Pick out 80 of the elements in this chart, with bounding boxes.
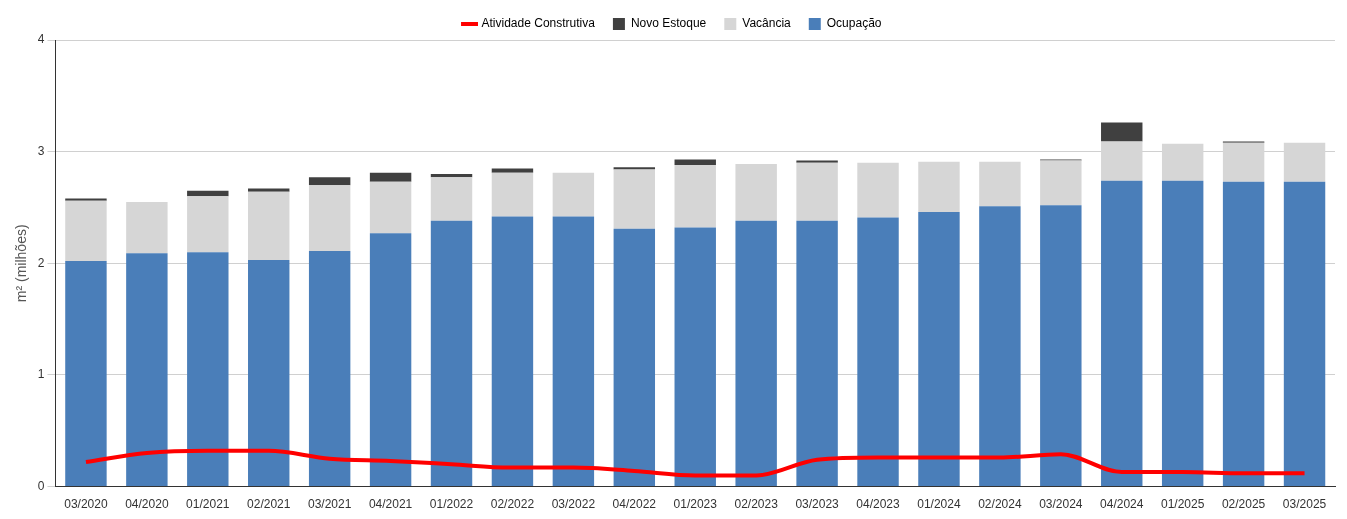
bar [796, 160, 838, 163]
bar [674, 159, 716, 166]
bar [674, 165, 716, 228]
y-tick-label: 1 [37, 367, 45, 382]
bar [1161, 180, 1204, 487]
bar [430, 177, 473, 221]
x-tick-label: 01/2025 [1160, 497, 1205, 512]
bar [1101, 180, 1143, 487]
bar [796, 162, 838, 221]
x-tick-label: 03/2024 [1039, 497, 1083, 512]
bar [308, 251, 351, 487]
x-tick-label: 03/2025 [1282, 497, 1327, 512]
bar [735, 163, 777, 221]
legend-label: Atividade Construtiva [481, 16, 596, 31]
x-tick-label: 04/2020 [125, 497, 169, 512]
y-tick-label: 4 [37, 32, 45, 47]
y-axis-title: m² (milhões) [13, 224, 30, 303]
bar [674, 227, 716, 487]
bar [369, 233, 412, 487]
bar [187, 196, 229, 253]
bar [1040, 160, 1082, 206]
bar [369, 172, 412, 182]
x-tick-label: 01/2022 [429, 497, 474, 512]
bar [613, 167, 656, 170]
bar [248, 259, 290, 487]
bar [918, 211, 960, 487]
x-tick-label: 01/2021 [186, 497, 230, 512]
bar [65, 261, 107, 487]
y-tick-label: 0 [37, 478, 45, 493]
bar [1101, 122, 1143, 142]
bar [491, 172, 534, 217]
bar [613, 228, 656, 487]
bar [308, 185, 351, 252]
bar [126, 253, 168, 487]
bar [613, 169, 656, 229]
x-tick-label: 02/2022 [490, 497, 535, 512]
bar [491, 168, 534, 173]
bar [248, 191, 290, 260]
bar [65, 198, 107, 201]
bar [65, 200, 107, 262]
bar [1283, 181, 1326, 487]
legend-label: Vacância [742, 16, 792, 31]
x-tick-label: 03/2023 [795, 497, 840, 512]
y-tick-label: 2 [37, 255, 45, 270]
bar [248, 188, 290, 192]
bar [857, 162, 899, 218]
bar [491, 216, 534, 487]
bar [552, 172, 595, 217]
bar [187, 190, 229, 197]
x-tick-label: 03/2020 [64, 497, 108, 512]
y-tick-label: 3 [37, 143, 45, 158]
x-tick-label: 01/2024 [917, 497, 961, 512]
x-tick-label: 04/2022 [612, 497, 657, 512]
bar [979, 161, 1021, 207]
line-series [83, 448, 1307, 478]
bar [187, 252, 229, 487]
bar [796, 220, 838, 487]
x-tick-label: 02/2024 [978, 497, 1022, 512]
x-tick-label: 02/2021 [247, 497, 291, 512]
x-tick-label: 03/2022 [551, 497, 596, 512]
bar [735, 220, 777, 487]
bar [1040, 205, 1082, 487]
x-tick-label: 04/2024 [1100, 497, 1144, 512]
bar [1222, 181, 1265, 487]
bar [857, 217, 899, 487]
x-tick-label: 04/2021 [368, 497, 413, 512]
x-tick-label: 04/2023 [856, 497, 901, 512]
bar [979, 206, 1021, 487]
legend-label: Ocupação [826, 16, 882, 31]
bar [918, 161, 960, 212]
bar [126, 201, 168, 254]
x-tick-label: 02/2025 [1221, 497, 1266, 512]
bar [308, 177, 351, 186]
bar [430, 220, 473, 487]
x-tick-label: 01/2023 [673, 497, 718, 512]
bar [552, 216, 595, 487]
bar [369, 181, 412, 234]
x-tick-label: 02/2023 [734, 497, 779, 512]
legend-label: Novo Estoque [630, 16, 707, 31]
x-tick-label: 03/2021 [307, 497, 352, 512]
